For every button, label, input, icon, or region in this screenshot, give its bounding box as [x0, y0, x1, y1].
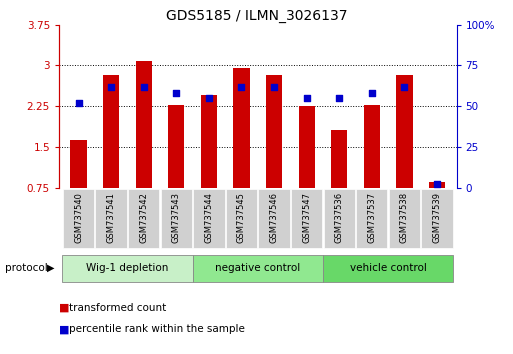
- FancyBboxPatch shape: [128, 189, 160, 249]
- Text: ■: ■: [59, 303, 69, 313]
- Text: vehicle control: vehicle control: [350, 263, 427, 273]
- Bar: [364, 104, 380, 188]
- Text: ■: ■: [59, 324, 69, 334]
- Bar: [168, 104, 185, 188]
- FancyBboxPatch shape: [356, 189, 387, 249]
- Text: GSM737536: GSM737536: [335, 192, 344, 243]
- FancyBboxPatch shape: [193, 189, 225, 249]
- FancyBboxPatch shape: [95, 189, 127, 249]
- Bar: [331, 130, 347, 188]
- FancyBboxPatch shape: [192, 255, 323, 282]
- Text: GSM737541: GSM737541: [107, 192, 115, 243]
- Text: GSM737546: GSM737546: [269, 192, 279, 243]
- Text: GSM737545: GSM737545: [237, 192, 246, 243]
- Text: GSM737540: GSM737540: [74, 192, 83, 243]
- Text: GSM737543: GSM737543: [172, 192, 181, 243]
- Text: GSM737537: GSM737537: [367, 192, 377, 243]
- Bar: [429, 182, 445, 188]
- Point: [433, 182, 441, 187]
- Point: [270, 84, 278, 90]
- Text: transformed count: transformed count: [69, 303, 167, 313]
- FancyBboxPatch shape: [63, 189, 94, 249]
- FancyBboxPatch shape: [62, 255, 192, 282]
- FancyBboxPatch shape: [323, 255, 453, 282]
- Bar: [135, 61, 152, 188]
- Text: GSM737544: GSM737544: [204, 192, 213, 243]
- Point: [303, 95, 311, 101]
- Bar: [396, 75, 412, 188]
- Bar: [233, 68, 250, 188]
- Bar: [266, 75, 282, 188]
- Point: [140, 84, 148, 90]
- Text: GSM737539: GSM737539: [432, 192, 442, 243]
- FancyBboxPatch shape: [421, 189, 452, 249]
- FancyBboxPatch shape: [161, 189, 192, 249]
- Text: GSM737538: GSM737538: [400, 192, 409, 243]
- Point: [400, 84, 408, 90]
- FancyBboxPatch shape: [259, 189, 290, 249]
- Text: GDS5185 / ILMN_3026137: GDS5185 / ILMN_3026137: [166, 9, 347, 23]
- Point: [368, 90, 376, 96]
- Point: [238, 84, 246, 90]
- Text: GSM737547: GSM737547: [302, 192, 311, 243]
- Text: protocol: protocol: [5, 263, 48, 273]
- Point: [205, 95, 213, 101]
- Bar: [299, 106, 315, 188]
- FancyBboxPatch shape: [389, 189, 420, 249]
- Bar: [70, 141, 87, 188]
- Bar: [103, 75, 120, 188]
- Bar: [201, 95, 217, 188]
- Point: [335, 95, 343, 101]
- Text: Wig-1 depletion: Wig-1 depletion: [86, 263, 169, 273]
- Text: ▶: ▶: [47, 263, 54, 273]
- FancyBboxPatch shape: [291, 189, 322, 249]
- FancyBboxPatch shape: [226, 189, 257, 249]
- Text: percentile rank within the sample: percentile rank within the sample: [69, 324, 245, 334]
- Point: [74, 100, 83, 106]
- Text: GSM737542: GSM737542: [139, 192, 148, 243]
- Point: [172, 90, 181, 96]
- FancyBboxPatch shape: [324, 189, 355, 249]
- Text: negative control: negative control: [215, 263, 301, 273]
- Point: [107, 84, 115, 90]
